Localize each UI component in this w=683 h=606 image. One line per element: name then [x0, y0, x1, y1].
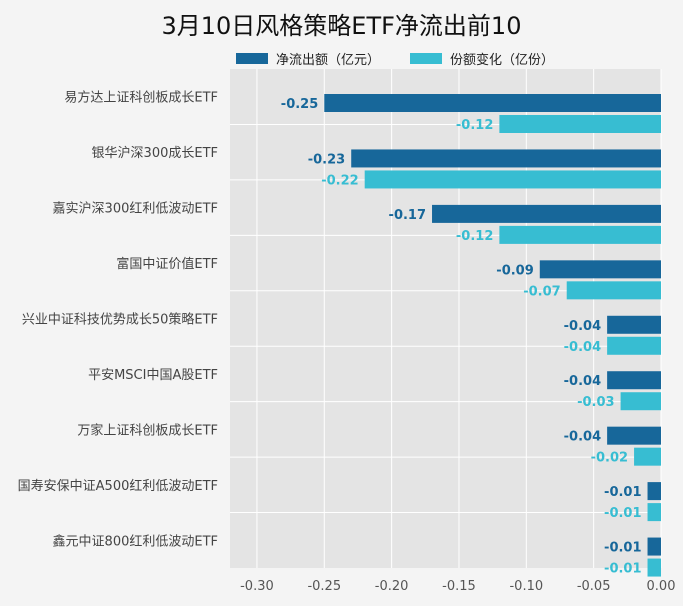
category-label: 鑫元中证800红利低波动ETF	[53, 533, 218, 549]
category-label: 万家上证科创板成长ETF	[77, 422, 218, 438]
net-outflow-bar	[324, 94, 661, 112]
legend-swatch-share-change	[410, 52, 443, 64]
share-change-data-label: -0.01	[604, 562, 641, 577]
category-label: 兴业中证科技优势成长50策略ETF	[22, 312, 218, 328]
net-outflow-bar	[351, 149, 661, 168]
legend-swatch-net-outflow	[236, 52, 268, 64]
legend-item-net-outflow: 净流出额（亿元）	[236, 49, 380, 68]
share-change-data-label: -0.01	[604, 506, 641, 521]
x-tick-label: -0.05	[577, 579, 611, 594]
x-tick-label: 0.00	[647, 579, 676, 594]
net-outflow-data-label: -0.04	[564, 319, 601, 334]
net-outflow-bar	[607, 371, 661, 390]
x-tick-label: -0.30	[240, 579, 274, 594]
category-label: 富国中证价值ETF	[116, 256, 218, 272]
share-change-data-label: -0.12	[456, 229, 493, 244]
category-label: 银华沪深300成长ETF	[92, 145, 218, 161]
x-tick-label: -0.25	[307, 579, 341, 594]
share-change-bar	[364, 170, 661, 189]
share-change-data-label: -0.07	[523, 284, 560, 299]
legend: 净流出额（亿元） 份额变化（亿份）	[236, 49, 584, 68]
share-change-data-label: -0.04	[564, 340, 601, 355]
net-outflow-data-label: -0.01	[604, 541, 641, 556]
category-label: 平安MSCI中国A股ETF	[88, 368, 218, 383]
net-outflow-bar	[432, 204, 661, 223]
share-change-bar	[634, 447, 661, 466]
net-outflow-bar	[647, 482, 661, 501]
share-change-bar	[566, 281, 661, 300]
net-outflow-data-label: -0.17	[389, 208, 426, 223]
share-change-bar	[499, 115, 661, 133]
net-outflow-data-label: -0.25	[281, 97, 318, 112]
net-outflow-data-label: -0.04	[564, 374, 601, 389]
net-outflow-data-label: -0.01	[604, 485, 641, 500]
category-label: 嘉实沪深300红利低波动ETF	[53, 201, 218, 217]
net-outflow-bar	[607, 315, 661, 334]
share-change-bar	[499, 225, 661, 244]
share-change-data-label: -0.22	[321, 173, 358, 188]
share-change-bar	[647, 558, 661, 577]
share-change-data-label: -0.03	[577, 395, 614, 410]
chart-title: 3月10日风格策略ETF净流出前10	[161, 12, 522, 40]
share-change-bar	[620, 392, 661, 411]
share-change-data-label: -0.12	[456, 118, 493, 133]
legend-label-net-outflow: 净流出额（亿元）	[276, 52, 381, 68]
category-label: 易方达上证科创板成长ETF	[64, 90, 218, 106]
net-outflow-bar	[539, 260, 661, 279]
net-outflow-data-label: -0.09	[496, 263, 533, 278]
share-change-bar	[647, 503, 661, 522]
share-change-bar	[607, 336, 661, 355]
net-outflow-bar	[647, 537, 661, 556]
x-tick-label: -0.10	[509, 579, 543, 594]
net-outflow-data-label: -0.04	[564, 430, 601, 445]
net-outflow-bar	[607, 426, 661, 445]
legend-item-share-change: 份额变化（亿份）	[410, 49, 554, 68]
x-tick-label: -0.15	[442, 579, 476, 594]
category-label: 国寿安保中证A500红利低波动ETF	[18, 478, 218, 494]
x-tick-label: -0.20	[375, 579, 409, 594]
net-outflow-data-label: -0.23	[308, 152, 345, 167]
legend-label-share-change: 份额变化（亿份）	[450, 52, 555, 68]
share-change-data-label: -0.02	[591, 451, 628, 466]
